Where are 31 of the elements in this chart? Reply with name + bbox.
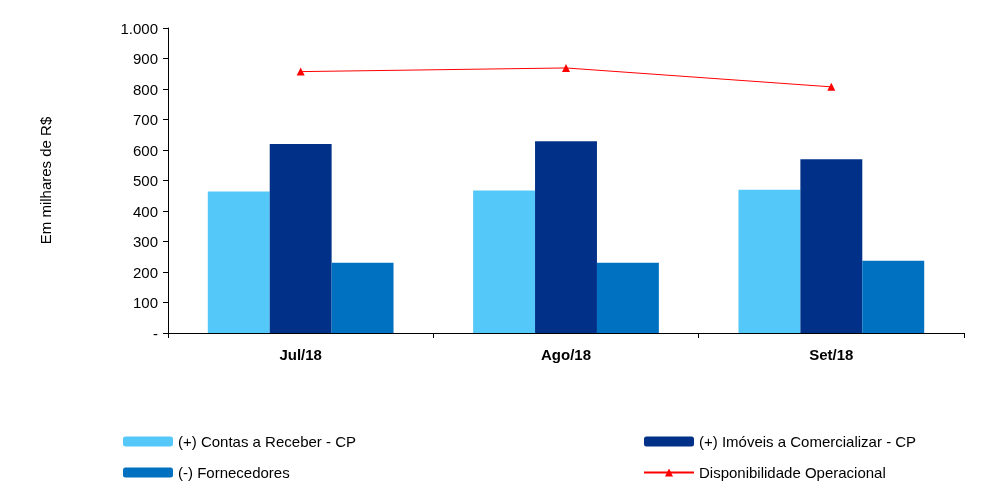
point — [562, 63, 570, 72]
bar — [738, 189, 801, 333]
bar — [800, 159, 863, 333]
y-tick-label: 400 — [132, 202, 158, 220]
bar — [862, 260, 925, 333]
x-tick-label: Jul/18 — [279, 346, 322, 363]
y-tick-label: 100 — [132, 294, 158, 311]
legend-label: (+) Contas a Receber - CP — [178, 433, 356, 450]
point — [296, 67, 305, 76]
legend-label: Disponibilidade Operacional — [699, 464, 886, 481]
y-tick-label: 300 — [132, 233, 158, 250]
bar — [269, 143, 332, 333]
y-tick-label: - — [153, 324, 158, 342]
bar — [535, 141, 597, 333]
y-tick-label: 800 — [132, 80, 158, 98]
y-tick-label: 900 — [132, 50, 158, 67]
x-tick-label: Ago/18 — [540, 346, 592, 363]
y-tick-label: 500 — [132, 172, 158, 189]
legend-label: (-) Fornecedores — [178, 464, 290, 481]
point — [827, 82, 836, 91]
bar — [596, 262, 659, 333]
bar — [207, 191, 270, 333]
legend-label: (+) Imóveis a Comercializar - CP — [699, 433, 917, 450]
x-tick-label: Set/18 — [809, 346, 854, 363]
y-tick-label: 700 — [132, 111, 158, 128]
bar — [473, 190, 536, 333]
y-tick-label: 200 — [132, 263, 158, 281]
bar — [331, 262, 394, 333]
y-axis-title: Em milhares de R$ — [37, 116, 54, 245]
y-tick-label: 1.000 — [120, 19, 158, 37]
y-tick-label: 600 — [132, 141, 158, 159]
